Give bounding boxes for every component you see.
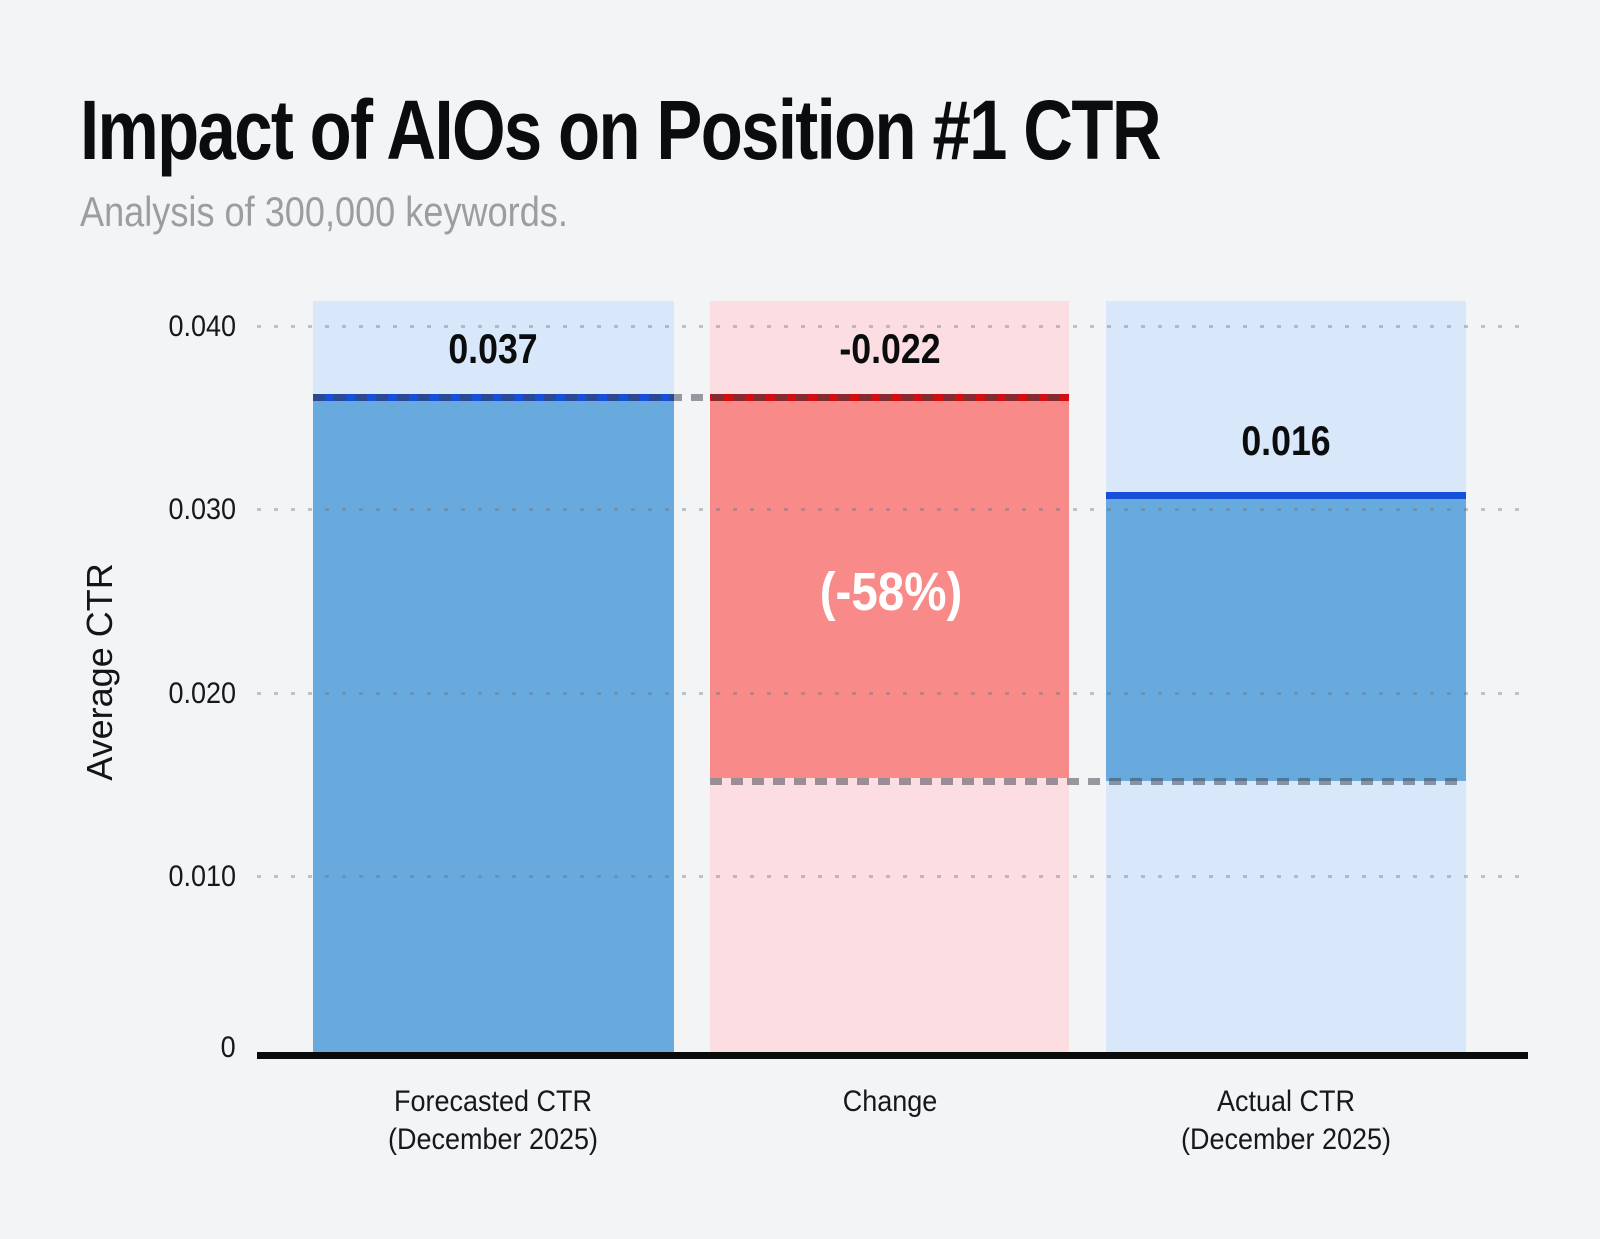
bar-actual [1106, 498, 1466, 781]
page-title: Impact of AIOs on Position #1 CTR [80, 83, 1162, 177]
bar-change [710, 400, 1069, 778]
gridline-0040 [257, 325, 1520, 328]
bar-actual-top-line [1106, 492, 1466, 499]
x-axis-line [257, 1052, 1528, 1059]
y-tick-0020: 0.020 [168, 677, 236, 710]
connector-dashed-bottom [710, 778, 1466, 785]
x-label-change: Change [843, 1083, 938, 1121]
gridline-0010 [257, 875, 1520, 878]
x-label-actual: Actual CTR (December 2025) [1181, 1083, 1391, 1159]
page-subtitle: Analysis of 300,000 keywords. [80, 188, 568, 235]
percent-annotation: (-58%) [819, 562, 963, 622]
x-label-forecast: Forecasted CTR (December 2025) [388, 1083, 598, 1159]
gridline-0030 [257, 508, 1520, 511]
y-tick-0010: 0.010 [168, 860, 236, 893]
y-tick-0: 0 [220, 1031, 236, 1064]
value-label-actual: 0.016 [1241, 417, 1331, 464]
y-tick-0040: 0.040 [168, 310, 236, 343]
x-label-forecast-line1: Forecasted CTR [393, 1085, 593, 1118]
x-label-change-line1: Change [842, 1085, 938, 1118]
bar-forecast [313, 400, 674, 1052]
gridline-0020 [257, 692, 1520, 695]
value-label-forecast: 0.037 [448, 325, 538, 372]
x-label-actual-line2: (December 2025) [1180, 1123, 1392, 1156]
y-tick-0030: 0.030 [168, 493, 236, 526]
x-label-actual-line1: Actual CTR [1216, 1085, 1356, 1118]
x-label-forecast-line2: (December 2025) [387, 1123, 599, 1156]
value-label-change: -0.022 [839, 325, 941, 372]
connector-dashed-top [313, 394, 1069, 401]
y-axis-title: Average CTR [79, 563, 120, 781]
